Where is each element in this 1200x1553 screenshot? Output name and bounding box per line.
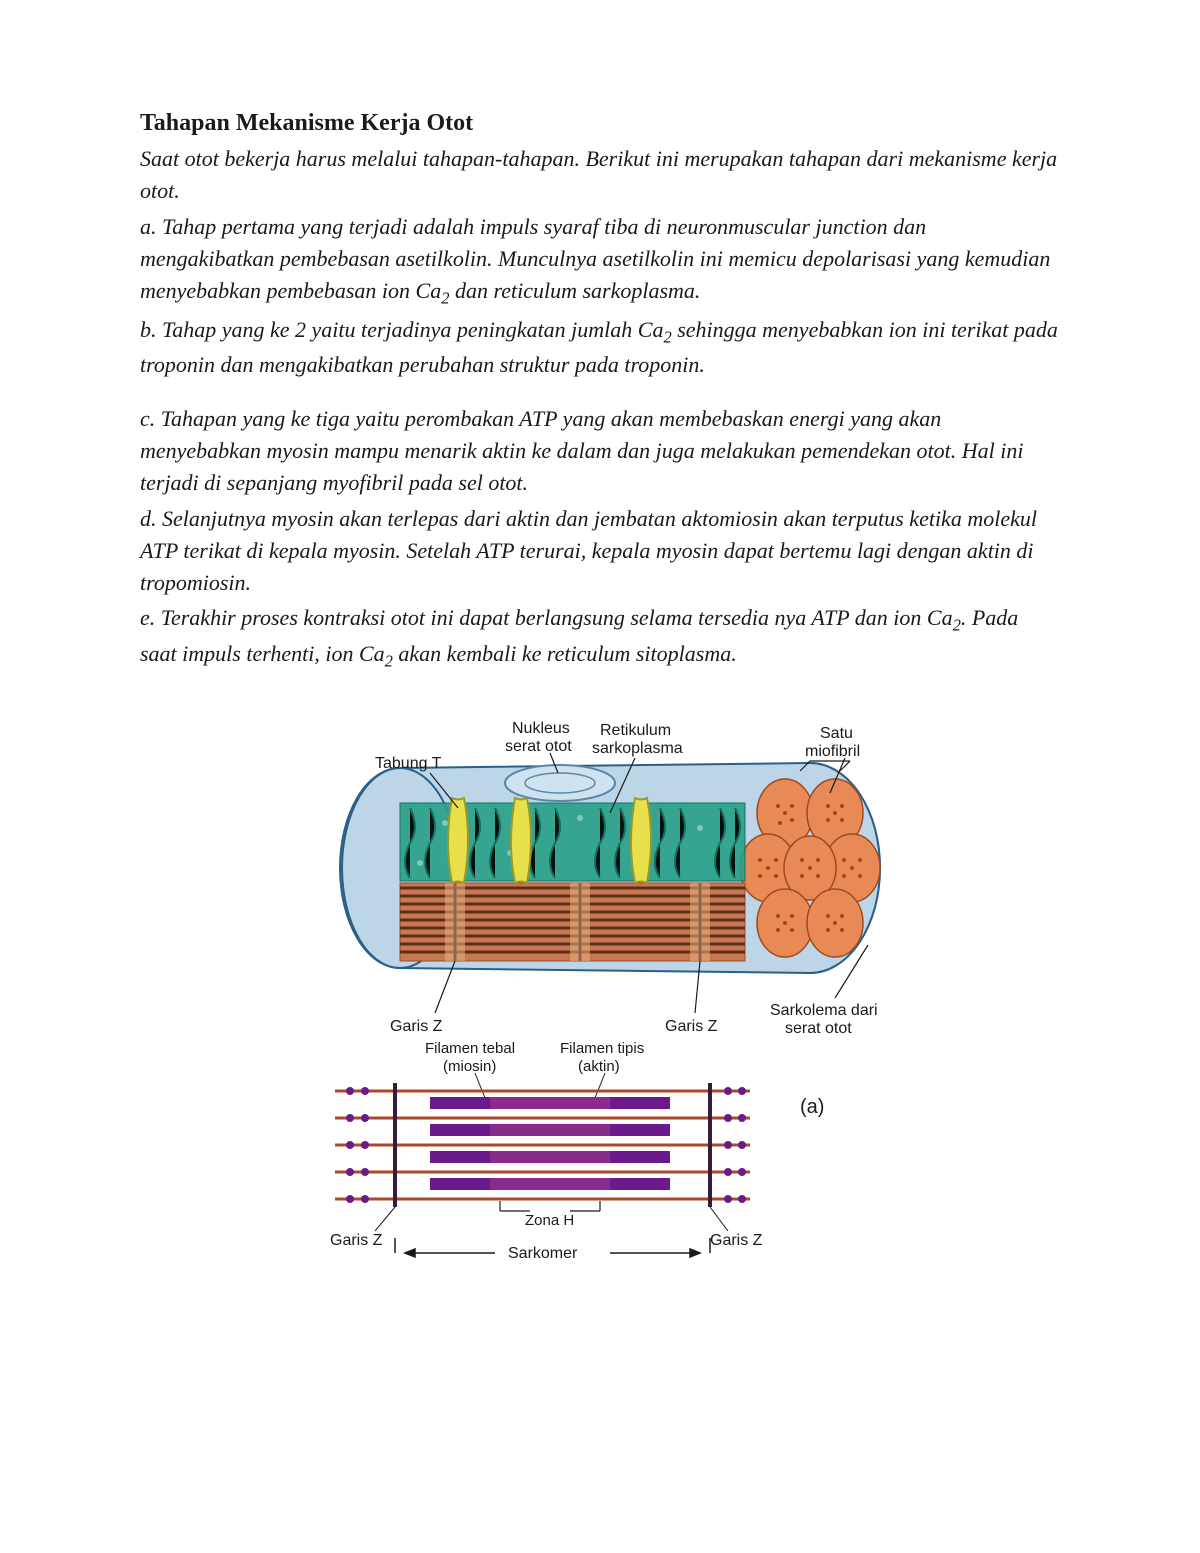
body-text: Saat otot bekerja harus melalui tahapan-… [140,143,1060,673]
step-b: b. Tahap yang ke 2 yaitu terjadinya peni… [140,314,1060,381]
label-sarkomer: Sarkomer [508,1245,578,1262]
subscript-2: 2 [385,651,393,670]
step-c: c. Tahapan yang ke tiga yaitu perombakan… [140,403,1060,499]
document-page: Tahapan Mekanisme Kerja Otot Saat otot b… [0,0,1200,1353]
label-retikulum-2: sarkoplasma [592,740,683,757]
muscle-fiber-diagram: Tabung T Nukleus serat otot Retikulum sa… [280,713,920,1273]
label-satu-2: miofibril [805,743,860,760]
myofibrils-longitudinal [400,883,745,961]
label-filamen-tebal-2: (miosin) [443,1058,496,1075]
step-d: d. Selanjutnya myosin akan terlepas dari… [140,503,1060,599]
subscript-2: 2 [953,616,961,635]
label-filamen-tipis-2: (aktin) [578,1058,620,1075]
step-b-lead: b. Tahap yang ke 2 yaitu terjadinya peni… [140,317,663,342]
sarcomere-diagram: Filamen tebal (miosin) Filamen tipis (ak… [330,1040,824,1262]
intro-paragraph: Saat otot bekerja harus melalui tahapan-… [140,143,1060,207]
label-garis-z-2: Garis Z [665,1018,718,1035]
label-garis-z-3: Garis Z [330,1232,383,1249]
subscript-2: 2 [663,327,671,346]
step-e-lead: e. Terakhir proses kontraksi otot ini da… [140,605,953,630]
label-garis-z-1: Garis Z [390,1018,443,1035]
label-sarkolema-1: Sarkolema dari [770,1002,878,1019]
step-a-tail: dan reticulum sarkoplasma. [449,278,700,303]
label-tabung-t: Tabung T [375,755,442,772]
step-e-tail: akan kembali ke reticulum sitoplasma. [393,641,737,666]
label-nukleus-1: Nukleus [512,720,570,737]
label-satu-1: Satu [820,725,853,742]
label-retikulum-1: Retikulum [600,722,671,739]
myofibril-cross-sections [740,779,880,957]
page-title: Tahapan Mekanisme Kerja Otot [140,110,1060,137]
label-sarkolema-2: serat otot [785,1020,852,1037]
label-nukleus-2: serat otot [505,738,572,755]
step-e: e. Terakhir proses kontraksi otot ini da… [140,602,1060,673]
step-a: a. Tahap pertama yang terjadi adalah imp… [140,211,1060,310]
nucleus [505,765,615,801]
label-garis-z-4: Garis Z [710,1232,763,1249]
h-zone-bracket [500,1201,600,1211]
label-zona-h: Zona H [525,1212,574,1229]
paragraph-gap [140,385,1060,403]
label-filamen-tebal-1: Filamen tebal [425,1040,515,1057]
panel-letter: (a) [800,1096,824,1118]
label-filamen-tipis-1: Filamen tipis [560,1040,644,1057]
figure-container: Tabung T Nukleus serat otot Retikulum sa… [140,713,1060,1273]
